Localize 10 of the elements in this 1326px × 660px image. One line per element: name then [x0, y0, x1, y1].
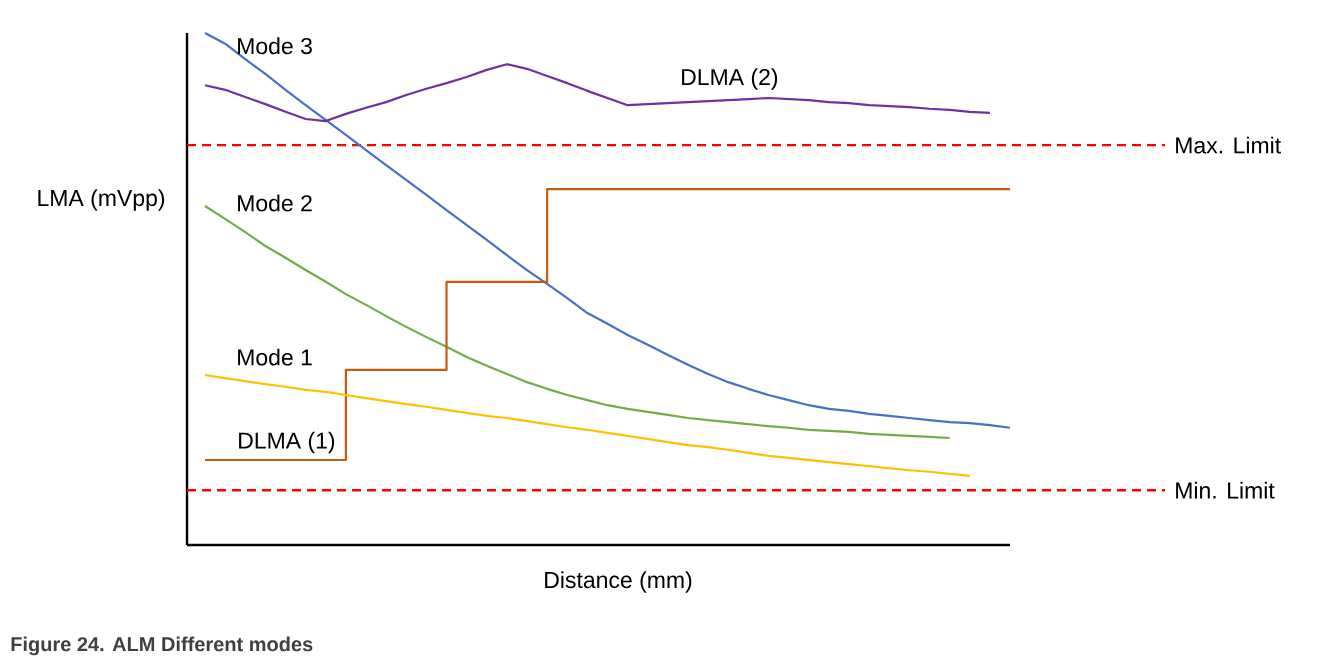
- text: Figure 24. ALM Different modes: [11, 636, 313, 656]
- series-label: Mode 3: [238, 37, 312, 55]
- ref-line-label: Min. Limit: [1176, 481, 1275, 499]
- series-label: Mode 1: [238, 348, 312, 366]
- series-label: Mode 2: [238, 194, 312, 212]
- y-axis-title: LMA (mVpp): [38, 189, 165, 211]
- x-axis-title: Distance (mm): [545, 571, 692, 593]
- ref-line-label: Max. Limit: [1176, 136, 1281, 154]
- series-label: DLMA (2): [682, 68, 778, 90]
- series-label: DLMA (1): [239, 431, 335, 454]
